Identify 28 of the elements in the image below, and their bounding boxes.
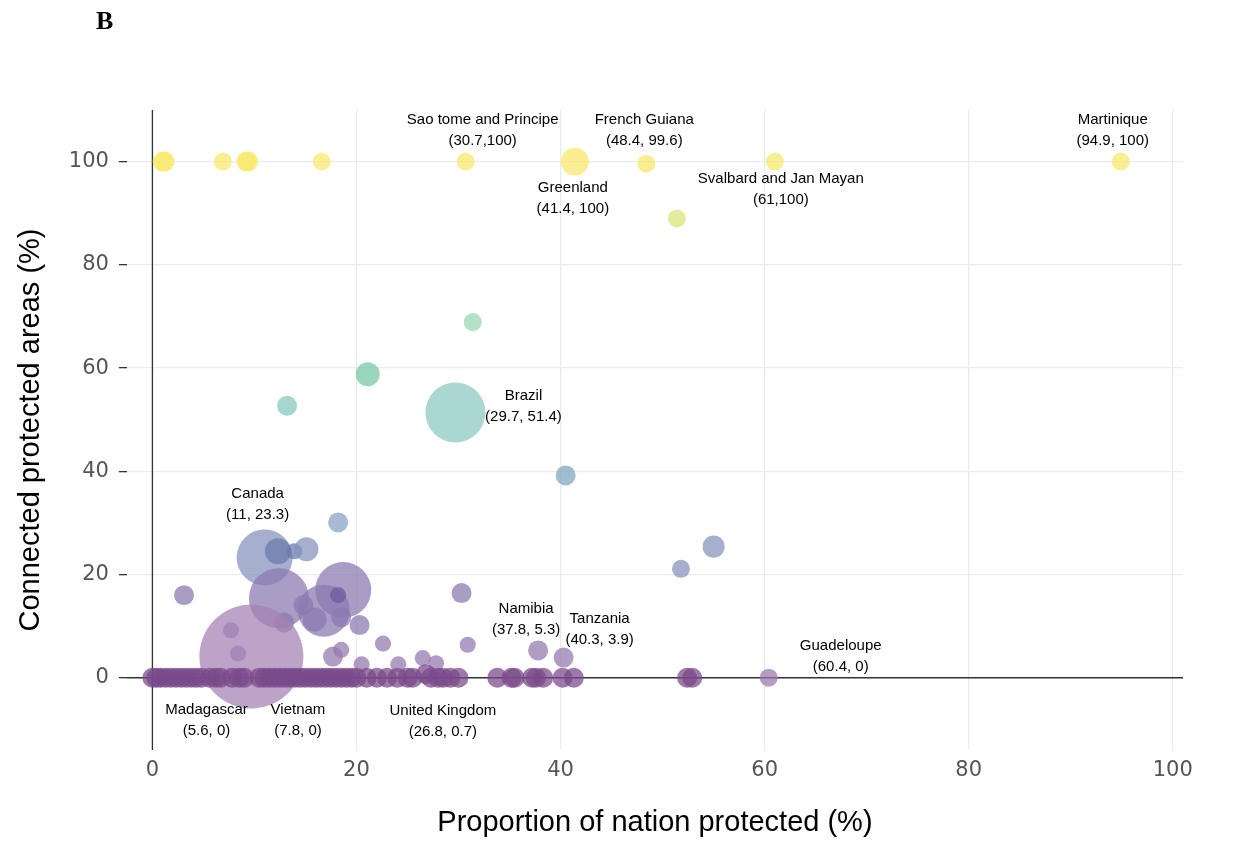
annotation: Vietnam (7.8, 0) [270, 700, 326, 739]
y-axis-title: Connected protected areas (%) [13, 228, 46, 632]
x-tick-label: 60 [751, 757, 778, 782]
annotation: Namibia (37.8, 5.3) [491, 599, 561, 638]
y-tick-label: 40 [82, 457, 109, 482]
y-tick-label: 0 [95, 664, 109, 689]
x-axis-title: Proportion of nation protected (%) [437, 804, 873, 837]
annotation: Guadeloupe (60.4, 0) [799, 636, 882, 675]
x-tick-label: 0 [145, 757, 160, 782]
annotation: Greenland (41.4, 100) [536, 178, 610, 217]
annotation: Sao tome and Principe (30.7,100) [406, 110, 559, 149]
y-tick-label: 100 [68, 148, 109, 173]
annotation: Madagascar (5.6, 0) [165, 700, 248, 739]
x-tick-label: 80 [955, 757, 983, 782]
annotation: Brazil (29.7, 51.4) [485, 386, 562, 425]
annotation: Svalbard and Jan Mayan (61,100) [697, 169, 864, 208]
annotation: Canada (11, 23.3) [226, 484, 290, 523]
annotation: Martinique (94.9, 100) [1076, 110, 1150, 149]
x-tick-label: 40 [547, 757, 574, 782]
y-tick-label: 60 [82, 354, 109, 379]
annotation: United Kingdom (26.8, 0.7) [389, 700, 497, 739]
annotation: French Guiana (48.4, 99.6) [594, 110, 695, 149]
x-tick-label: 100 [1152, 757, 1193, 782]
annotation: Tanzania (40.3, 3.9) [565, 609, 634, 648]
x-tick-label: 20 [343, 757, 370, 782]
y-tick-label: 80 [82, 251, 109, 276]
chart-title: B [96, 6, 114, 36]
y-tick-label: 20 [82, 560, 109, 585]
